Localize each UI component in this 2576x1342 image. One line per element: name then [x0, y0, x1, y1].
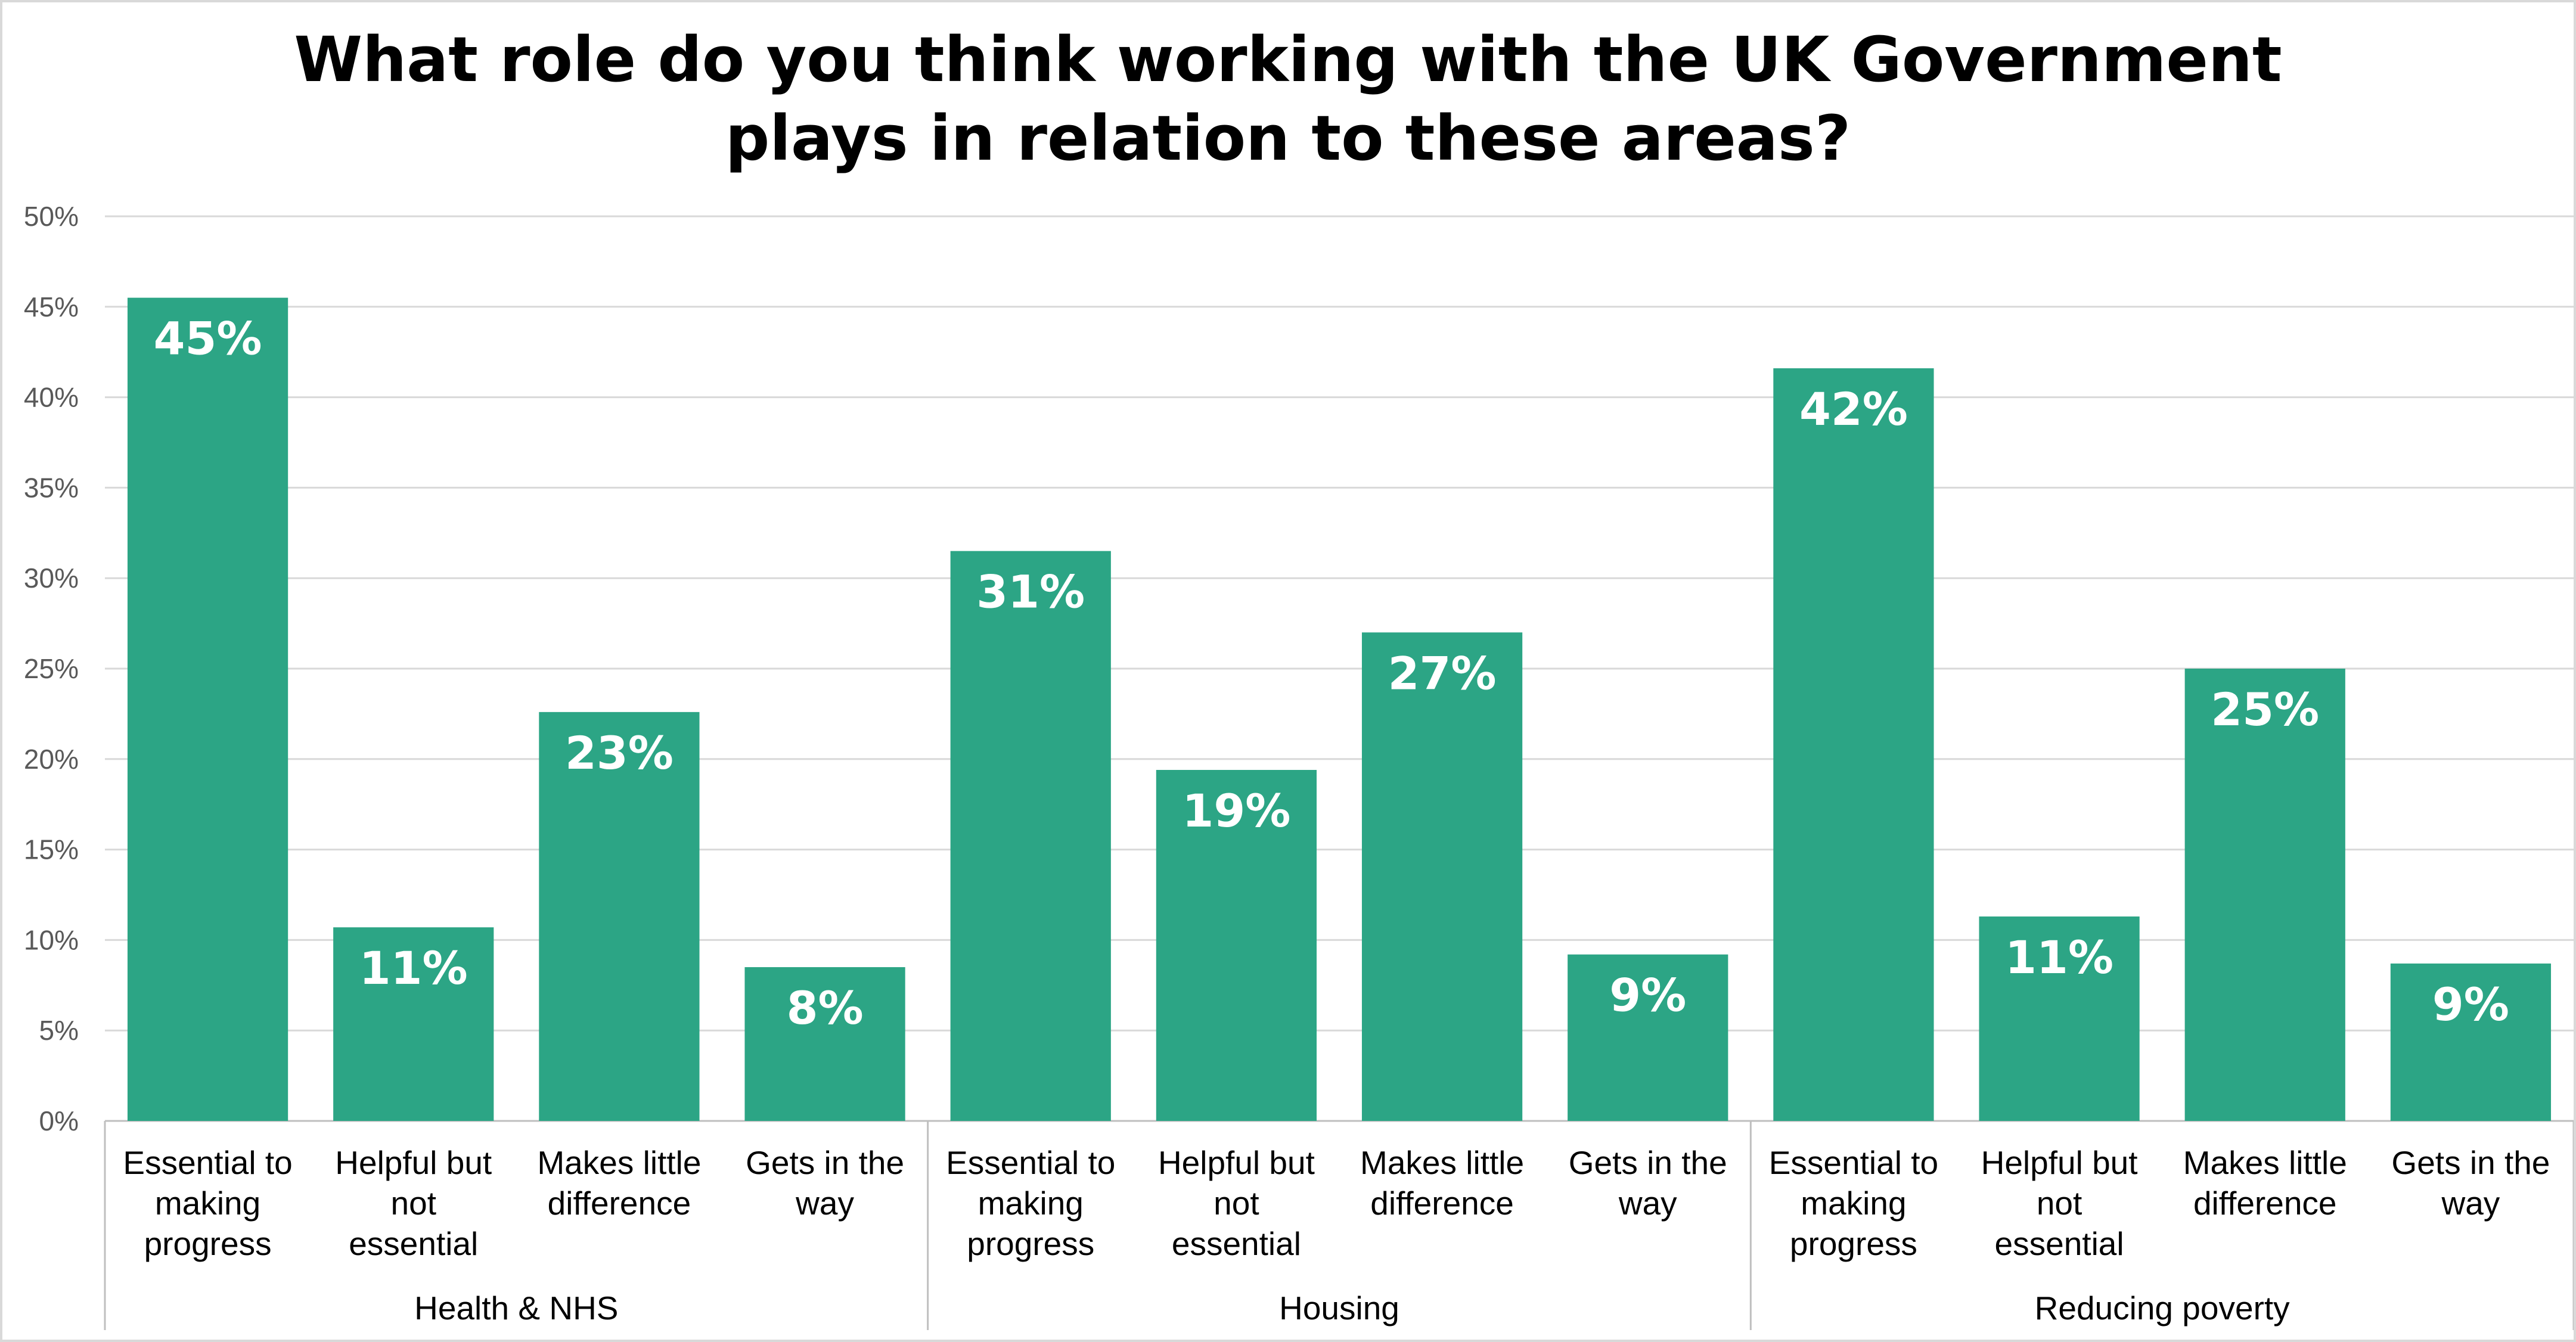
bar: [2184, 669, 2345, 1121]
category-label: essential: [1172, 1225, 1301, 1262]
data-label: 25%: [2211, 683, 2319, 736]
data-label: 45%: [154, 312, 262, 365]
data-label: 8%: [787, 981, 864, 1035]
data-label: 9%: [2432, 978, 2509, 1031]
y-tick-label: 45%: [24, 291, 79, 322]
category-label: Essential to: [123, 1144, 292, 1181]
data-label: 11%: [2005, 931, 2113, 984]
y-tick-label: 30%: [24, 563, 79, 594]
category-label: progress: [967, 1225, 1094, 1262]
category-label: way: [1618, 1185, 1677, 1222]
category-label: not: [391, 1185, 436, 1222]
bar: [333, 927, 494, 1121]
y-tick-label: 10%: [24, 924, 79, 955]
y-tick-label: 40%: [24, 382, 79, 413]
category-label: making: [1801, 1185, 1906, 1222]
category-label: Makes little: [537, 1144, 701, 1181]
category-label: Helpful but: [335, 1144, 492, 1181]
y-tick-label: 5%: [39, 1015, 79, 1046]
y-tick-label: 50%: [24, 201, 79, 232]
category-label: essential: [349, 1225, 478, 1262]
data-label: 19%: [1182, 784, 1290, 837]
category-label: difference: [548, 1185, 691, 1222]
bar: [744, 967, 905, 1121]
group-label: Health & NHS: [414, 1290, 618, 1327]
category-label: progress: [1790, 1225, 1917, 1262]
category-label: Gets in the: [746, 1144, 904, 1181]
category-label: Helpful but: [1981, 1144, 2138, 1181]
category-label: not: [1213, 1185, 1259, 1222]
data-label: 42%: [1799, 383, 1908, 436]
category-label: way: [795, 1185, 854, 1222]
bar: [2390, 963, 2552, 1121]
y-tick-label: 20%: [24, 744, 79, 775]
category-label: Gets in the: [1569, 1144, 1727, 1181]
data-label: 23%: [565, 726, 674, 779]
data-label: 9%: [1609, 969, 1686, 1022]
category-label: difference: [1370, 1185, 1514, 1222]
bar: [127, 297, 288, 1121]
category-label: essential: [1995, 1225, 2124, 1262]
category-label: not: [2037, 1185, 2082, 1222]
category-label: Essential to: [946, 1144, 1115, 1181]
y-tick-label: 35%: [24, 472, 79, 503]
data-label: 31%: [976, 566, 1085, 619]
category-label: way: [2441, 1185, 2500, 1222]
group-label: Housing: [1279, 1290, 1399, 1327]
bar: [1361, 632, 1523, 1121]
y-tick-label: 0%: [39, 1105, 79, 1136]
data-label: 27%: [1388, 647, 1497, 700]
bar: [1568, 954, 1728, 1121]
category-label: progress: [144, 1225, 272, 1262]
chart-title-line-2: plays in relation to these areas?: [725, 102, 1851, 175]
bar: [1773, 368, 1934, 1122]
category-label: Makes little: [1360, 1144, 1524, 1181]
bar: [539, 712, 700, 1121]
y-tick-label: 25%: [24, 653, 79, 684]
category-label: difference: [2193, 1185, 2337, 1222]
category-label: Makes little: [2183, 1144, 2347, 1181]
bar: [950, 551, 1111, 1121]
y-tick-label: 15%: [24, 834, 79, 865]
category-label: Helpful but: [1158, 1144, 1315, 1181]
chart-title: What role do you think working with the …: [2, 20, 2574, 178]
category-label: Gets in the: [2391, 1144, 2550, 1181]
chart-title-line-1: What role do you think working with the …: [294, 23, 2282, 96]
data-label: 11%: [359, 942, 468, 995]
group-label: Reducing poverty: [2035, 1290, 2291, 1327]
bar: [1979, 916, 2140, 1121]
category-label: making: [155, 1185, 260, 1222]
category-label: Essential to: [1769, 1144, 1938, 1181]
category-label: making: [978, 1185, 1084, 1222]
bar: [1156, 770, 1317, 1121]
